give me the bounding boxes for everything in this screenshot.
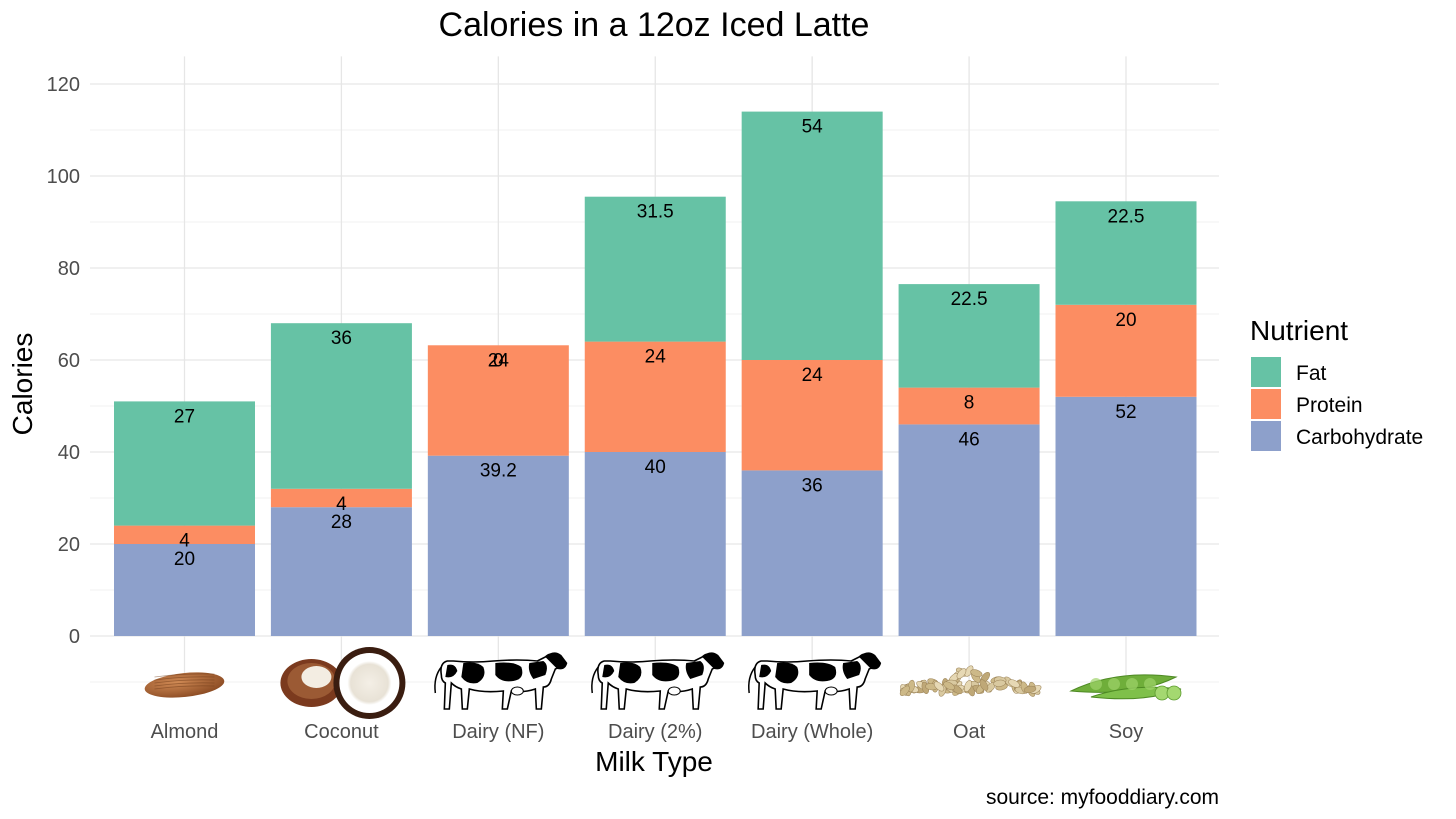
bar-segment-fat xyxy=(1055,201,1197,305)
legend-label: Carbohydrate xyxy=(1296,426,1423,449)
data-label-carbohydrate: 39.2 xyxy=(480,461,517,482)
x-tick-label: Dairy (Whole) xyxy=(751,721,873,743)
legend: Nutrient Fat Protein Carbohydrate xyxy=(1250,315,1423,451)
legend-label: Protein xyxy=(1296,394,1363,417)
legend-key-protein xyxy=(1251,389,1281,419)
x-tick-label: Dairy (NF) xyxy=(452,721,544,743)
y-tick-labels: 0 20 40 60 80 100 120 xyxy=(47,74,80,648)
data-label-protein: 24 xyxy=(488,350,510,371)
bars xyxy=(114,111,1197,636)
bar-segment-protein xyxy=(1055,304,1197,397)
bar-segment-fat xyxy=(741,111,883,360)
cow-icon xyxy=(434,652,568,710)
x-tick-label: Dairy (2%) xyxy=(608,721,702,743)
data-label-carbohydrate: 20 xyxy=(174,549,195,570)
coconut-icon xyxy=(280,647,406,719)
data-label-fat: 22.5 xyxy=(1108,206,1145,227)
bar-segment-fat xyxy=(270,323,412,489)
bar-segment-protein xyxy=(584,341,726,452)
data-label-protein: 24 xyxy=(802,365,824,386)
y-tick-label: 80 xyxy=(58,258,80,280)
data-label-carbohydrate: 52 xyxy=(1115,402,1136,423)
y-axis-title: Calories xyxy=(7,333,38,436)
bar-segment-fat xyxy=(114,401,255,526)
y-tick-label: 40 xyxy=(58,442,80,464)
bar-segment-protein xyxy=(427,345,569,456)
bar-segment-protein xyxy=(898,387,1040,425)
bar-segment-carbohydrate xyxy=(584,452,726,636)
bar-segment-protein xyxy=(114,525,255,544)
data-label-protein: 8 xyxy=(964,393,975,414)
data-label-fat: 0 xyxy=(493,350,504,371)
x-axis-title: Milk Type xyxy=(595,746,713,777)
almond-icon xyxy=(144,672,225,698)
bar-labels: 204272843639.2240402431.536245446822.552… xyxy=(174,117,1145,570)
data-label-carbohydrate: 40 xyxy=(645,457,666,478)
source-caption: source: myfooddiary.com xyxy=(986,786,1219,809)
category-icons xyxy=(144,647,1182,719)
x-tick-labels: Almond Coconut Dairy (NF) Dairy (2%) Dairy (… xyxy=(151,721,1144,743)
bar-segment-carbohydrate xyxy=(898,424,1040,636)
bar-segment-fat xyxy=(898,284,1040,388)
bar-segment-fat xyxy=(584,196,726,342)
bar-segment-carbohydrate xyxy=(427,455,569,636)
cow-icon xyxy=(591,652,725,710)
data-label-protein: 20 xyxy=(1115,310,1136,331)
y-tick-label: 60 xyxy=(58,350,80,372)
legend-label: Fat xyxy=(1296,362,1327,385)
legend-key-carbohydrate xyxy=(1251,421,1281,451)
data-label-carbohydrate: 28 xyxy=(331,512,352,533)
legend-title: Nutrient xyxy=(1250,315,1348,346)
bar-segment-protein xyxy=(270,488,412,508)
data-label-protein: 4 xyxy=(336,494,347,515)
y-tick-label: 120 xyxy=(47,74,80,96)
x-tick-label: Almond xyxy=(151,721,219,743)
data-label-carbohydrate: 46 xyxy=(959,429,980,450)
bar-segment-carbohydrate xyxy=(270,507,412,636)
bar-segment-carbohydrate xyxy=(1055,396,1197,636)
y-tick-label: 100 xyxy=(47,166,80,188)
chart-title: Calories in a 12oz Iced Latte xyxy=(439,6,870,44)
soybean-icon xyxy=(1069,674,1182,701)
data-label-fat: 27 xyxy=(174,406,195,427)
data-label-fat: 36 xyxy=(331,328,352,349)
bar-segment-carbohydrate xyxy=(741,470,883,636)
cow-icon xyxy=(748,652,882,710)
data-label-carbohydrate: 36 xyxy=(802,475,823,496)
data-label-protein: 4 xyxy=(179,531,190,552)
y-tick-label: 0 xyxy=(69,626,80,648)
x-tick-label: Oat xyxy=(953,721,986,743)
x-tick-label: Coconut xyxy=(304,721,379,743)
bar-segment-protein xyxy=(741,360,883,471)
x-tick-label: Soy xyxy=(1109,721,1143,743)
oat-icon xyxy=(899,665,1042,697)
legend-key-fat xyxy=(1251,357,1281,387)
data-label-fat: 22.5 xyxy=(951,289,988,310)
data-label-protein: 24 xyxy=(645,347,667,368)
data-label-fat: 54 xyxy=(802,117,824,138)
bar-segment-carbohydrate xyxy=(114,544,255,636)
data-label-fat: 31.5 xyxy=(637,202,674,223)
y-tick-label: 20 xyxy=(58,534,80,556)
